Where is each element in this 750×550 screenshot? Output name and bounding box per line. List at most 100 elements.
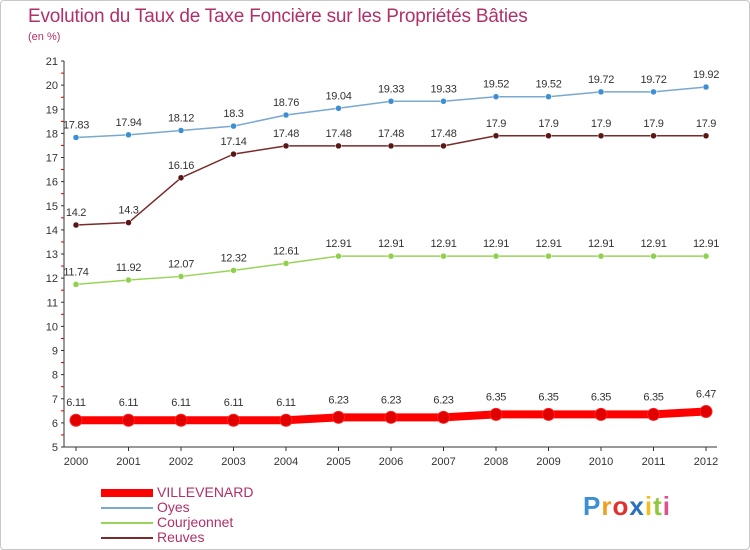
data-label-courjeonnet: 12.91 [325,238,351,250]
data-label-oyes: 19.33 [378,83,404,95]
data-label-villevenard: 6.35 [486,391,506,403]
data-point-oyes [72,134,80,141]
x-tick-label: 2007 [431,456,455,468]
data-label-courjeonnet: 12.91 [640,238,666,250]
data-label-oyes: 19.52 [483,79,509,91]
data-label-reuves: 17.9 [696,118,716,130]
y-tick-label: 8 [52,370,58,382]
data-label-reuves: 14.2 [66,207,86,219]
x-tick-label: 2008 [484,456,508,468]
data-point-oyes [492,93,500,100]
data-label-villevenard: 6.23 [433,394,453,406]
y-tick-label: 10 [46,321,58,333]
y-tick-label: 19 [46,104,58,116]
x-tick-label: 2011 [642,456,666,468]
legend-label-reuves: Reuves [157,529,205,545]
y-tick-label: 9 [52,346,58,358]
data-point-villevenard [542,407,555,421]
data-point-reuves [702,132,710,140]
x-tick-label: 2006 [379,456,403,468]
legend-item-oyes[interactable]: Oyes [101,500,301,515]
data-label-courjeonnet: 12.91 [535,238,561,250]
data-point-courjeonnet [230,267,237,274]
data-point-villevenard [594,407,608,421]
data-label-oyes: 19.04 [325,90,351,102]
data-label-villevenard: 6.11 [224,397,244,409]
y-tick-label: 14 [46,225,58,237]
data-point-villevenard [489,407,503,421]
data-point-oyes [177,127,185,134]
legend-swatch-courjeonnet [101,522,153,524]
proxiti-logo: Proxiti [583,491,671,521]
data-label-reuves: 17.9 [486,118,506,130]
data-label-oyes: 19.52 [535,79,561,91]
data-point-courjeonnet [72,281,80,288]
data-label-oyes: 17.94 [115,117,141,129]
data-point-villevenard [279,413,293,427]
y-tick-label: 18 [46,128,58,140]
data-point-reuves [335,142,342,150]
data-label-oyes: 18.76 [273,97,299,109]
y-tick-label: 12 [46,273,58,285]
y-tick-label: 16 [46,177,58,189]
legend-label-courjeonnet: Courjeonnet [157,514,234,530]
x-tick-label: 2012 [694,456,718,468]
y-tick-label: 21 [46,56,58,68]
data-point-villevenard [174,413,188,427]
data-point-reuves [230,150,237,158]
y-tick-label: 13 [46,249,58,261]
data-label-courjeonnet: 12.61 [273,245,299,257]
data-label-villevenard: 6.35 [643,391,663,403]
legend-swatch-villevenard [101,489,153,497]
data-label-oyes: 19.92 [693,69,719,81]
y-tick-label: 5 [52,442,58,454]
data-point-villevenard [699,405,713,419]
data-label-oyes: 19.72 [640,74,666,86]
data-label-courjeonnet: 12.91 [378,238,404,250]
data-label-villevenard: 6.11 [119,397,139,409]
data-point-reuves [282,142,290,150]
chart-title: Evolution du Taux de Taxe Foncière sur l… [28,6,528,27]
data-point-oyes [282,111,290,119]
x-tick-label: 2004 [274,456,298,468]
legend-item-reuves[interactable]: Reuves [101,530,301,545]
data-label-reuves: 17.48 [325,128,351,140]
chart-subtitle: (en %) [28,31,61,43]
y-tick-label: 6 [52,418,58,430]
legend-item-villevenard[interactable]: VILLEVENARD [101,485,301,500]
data-point-villevenard [437,410,450,424]
data-label-villevenard: 6.35 [538,391,558,403]
data-label-oyes: 18.3 [223,108,243,120]
data-label-courjeonnet: 11.92 [116,262,141,274]
data-label-courjeonnet: 12.32 [220,252,246,264]
x-tick-label: 2005 [326,456,350,468]
data-point-courjeonnet [650,252,657,260]
data-point-reuves [387,142,395,150]
data-point-courjeonnet [177,273,185,280]
data-label-courjeonnet: 12.91 [588,238,614,250]
data-label-oyes: 19.72 [588,74,614,86]
data-label-reuves: 17.48 [378,128,404,140]
data-point-oyes [702,83,710,91]
data-point-courjeonnet [282,260,290,267]
data-point-villevenard [384,410,398,424]
data-label-reuves: 14.3 [118,205,138,217]
x-tick-label: 2001 [116,456,140,468]
data-label-reuves: 17.9 [643,118,663,130]
x-tick-label: 2000 [64,456,88,468]
legend-item-courjeonnet[interactable]: Courjeonnet [101,515,301,530]
data-point-reuves [72,221,80,229]
data-point-villevenard [332,410,345,424]
data-label-oyes: 17.83 [63,119,89,131]
data-point-reuves [125,219,132,226]
data-label-reuves: 16.16 [168,160,194,172]
data-point-reuves [492,132,500,140]
legend-label-oyes: Oyes [157,499,190,515]
data-point-reuves [650,132,657,140]
data-label-villevenard: 6.47 [696,389,716,401]
data-point-courjeonnet [440,252,447,260]
legend: VILLEVENARD Oyes Courjeonnet Reuves [101,485,301,545]
data-point-oyes [440,98,447,105]
